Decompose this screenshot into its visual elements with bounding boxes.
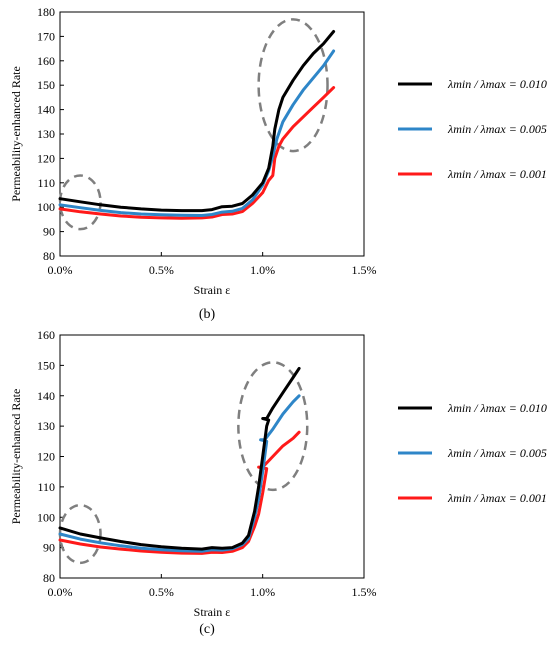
y-tick-label: 110 <box>37 480 55 494</box>
panel-label: (b) <box>199 307 216 322</box>
y-tick-label: 140 <box>37 389 55 403</box>
y-tick-label: 160 <box>37 328 55 342</box>
series-line-1 <box>58 30 336 213</box>
y-tick-label: 160 <box>37 54 55 68</box>
series-line-2 <box>58 49 336 217</box>
y-tick-label: 110 <box>37 176 55 190</box>
x-tick-label: 0.0% <box>48 263 73 277</box>
highlight-circle <box>58 174 102 231</box>
legend-label: λmin / λmax = 0.001 <box>447 167 547 181</box>
y-tick-label: 130 <box>37 419 55 433</box>
chart-1: 80 90 100 110 120 130 140 150 160 170 180 0.0% 0.5% 1… <box>9 5 547 322</box>
x-tick-label: 1.0% <box>250 263 275 277</box>
legend: λmin / λmax = 0.010 λmin / λmax = 0.005 λm… <box>398 77 547 181</box>
chart-2: 80 90 100 110 120 130 140 150 160 0.0% 0.5% 1.0% 1.5… <box>9 328 547 637</box>
legend-label: λmin / λmax = 0.010 <box>447 401 547 415</box>
plot-frame <box>59 334 365 579</box>
series-line-1 <box>58 366 301 551</box>
y-tick-label: 100 <box>37 510 55 524</box>
y-tick-label: 130 <box>37 127 55 141</box>
legend-label: λmin / λmax = 0.001 <box>447 491 547 505</box>
highlight-circle <box>237 361 309 492</box>
y-tick-label: 90 <box>43 225 55 239</box>
y-tick-label: 170 <box>37 29 55 43</box>
panel-label: (c) <box>199 622 215 637</box>
y-tick-label: 120 <box>37 450 55 464</box>
legend-label: λmin / λmax = 0.005 <box>447 122 547 136</box>
highlight-circle <box>257 18 329 153</box>
y-tick-label: 140 <box>37 103 55 117</box>
x-tick-label: 1.5% <box>352 585 377 599</box>
x-axis-label: Strain ε <box>194 605 231 619</box>
x-tick-label: 1.0% <box>250 585 275 599</box>
x-tick-label: 1.5% <box>352 263 377 277</box>
y-tick-label: 150 <box>37 358 55 372</box>
legend-label: λmin / λmax = 0.010 <box>447 77 547 91</box>
legend: λmin / λmax = 0.010 λmin / λmax = 0.005 λm… <box>398 401 547 505</box>
y-tick-label: 150 <box>37 78 55 92</box>
y-tick-label: 100 <box>37 200 55 214</box>
y-axis-label: Permeability-enhanced Rate <box>9 389 23 525</box>
x-axis-label: Strain ε <box>194 283 231 297</box>
y-tick-label: 80 <box>43 249 55 263</box>
legend-label: λmin / λmax = 0.005 <box>447 446 547 460</box>
series-line-3 <box>58 86 336 220</box>
y-tick-label: 90 <box>43 541 55 555</box>
y-axis-label: Permeability-enhanced Rate <box>9 66 23 202</box>
y-tick-label: 80 <box>43 571 55 585</box>
x-tick-label: 0.5% <box>149 263 174 277</box>
x-tick-label: 0.0% <box>48 585 73 599</box>
y-tick-label: 180 <box>37 5 55 19</box>
x-tick-label: 0.5% <box>149 585 174 599</box>
y-tick-label: 120 <box>37 151 55 165</box>
